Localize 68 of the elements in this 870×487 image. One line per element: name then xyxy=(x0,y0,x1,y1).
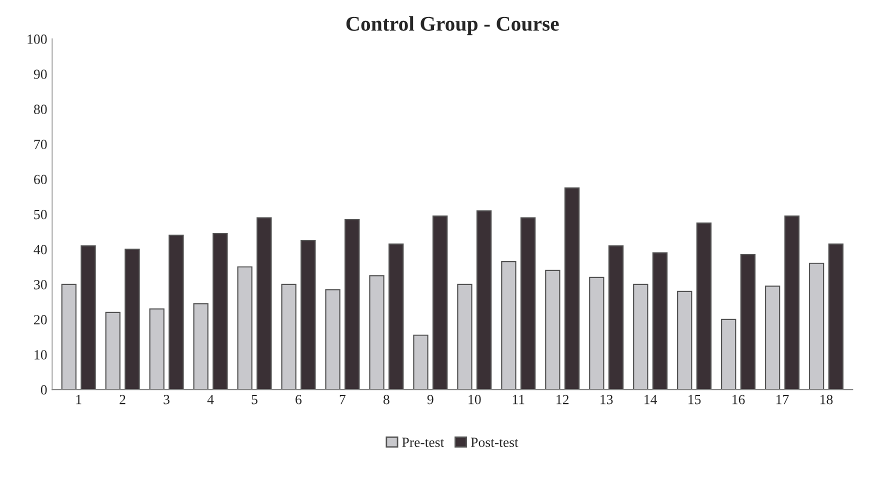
bar xyxy=(212,233,228,390)
bar xyxy=(740,254,756,390)
bar xyxy=(61,284,77,390)
bar xyxy=(677,290,692,390)
y-tick-label: 50 xyxy=(34,210,47,220)
bar xyxy=(432,215,448,390)
y-tick-label: 100 xyxy=(28,34,47,44)
y-tick-label: 70 xyxy=(34,140,47,150)
x-tick-label: 10 xyxy=(468,394,481,404)
bar xyxy=(237,266,252,390)
y-tick-label: 0 xyxy=(40,385,47,395)
bar xyxy=(545,270,560,390)
y-tick-label: 20 xyxy=(34,315,47,324)
x-tick-label: 1 xyxy=(76,394,82,404)
x-tick-label: 7 xyxy=(340,395,346,404)
bar xyxy=(388,244,404,390)
bar xyxy=(105,312,120,390)
bar xyxy=(457,284,472,390)
bar xyxy=(501,261,516,390)
x-tick-label: 2 xyxy=(120,394,126,404)
bar xyxy=(633,284,648,390)
x-tick-label: 11 xyxy=(512,394,524,404)
x-tick-label: 15 xyxy=(688,394,701,404)
y-tick-label: 30 xyxy=(34,280,47,290)
bar xyxy=(608,245,624,390)
bar xyxy=(413,334,428,390)
legend-label: Pre-test xyxy=(402,438,444,448)
y-tick-label: 10 xyxy=(34,350,47,360)
x-tick-label: 16 xyxy=(732,394,745,404)
y-tick-label: 40 xyxy=(34,244,47,254)
bar xyxy=(520,217,536,390)
x-tick-label: 13 xyxy=(600,394,613,404)
y-tick-label: 60 xyxy=(34,174,47,184)
bar xyxy=(124,248,140,390)
bar xyxy=(325,289,340,390)
bar xyxy=(652,252,668,390)
bar xyxy=(589,276,604,390)
bar xyxy=(808,262,824,390)
x-tick-label: 12 xyxy=(556,394,569,404)
x-tick-label: 14 xyxy=(644,394,658,404)
bar xyxy=(369,275,384,390)
x-tick-label: 9 xyxy=(427,394,434,404)
bar xyxy=(256,217,272,390)
bar xyxy=(80,245,96,390)
x-tick-label: 4 xyxy=(207,394,214,404)
x-tick-label: 6 xyxy=(296,394,302,404)
x-tick-label: 18 xyxy=(820,394,833,404)
bar xyxy=(784,215,800,390)
bar xyxy=(168,234,184,390)
x-tick-label: 3 xyxy=(164,394,170,404)
bar xyxy=(300,240,316,390)
bar xyxy=(720,318,736,390)
legend-label: Post-test xyxy=(470,438,518,448)
y-tick-label: 90 xyxy=(34,70,47,79)
x-tick-label: 5 xyxy=(252,395,258,404)
bar xyxy=(344,218,360,390)
bar xyxy=(476,210,492,390)
bar xyxy=(764,286,780,390)
bar xyxy=(193,303,208,390)
bar xyxy=(281,284,296,390)
bar xyxy=(149,308,164,390)
chart-title: Control Group - Course xyxy=(346,16,559,36)
bar xyxy=(696,222,712,390)
x-tick-label: 8 xyxy=(383,394,390,404)
x-tick-label: 17 xyxy=(776,394,789,404)
bar xyxy=(828,244,844,390)
bar xyxy=(564,187,580,390)
y-tick-label: 80 xyxy=(34,104,47,114)
